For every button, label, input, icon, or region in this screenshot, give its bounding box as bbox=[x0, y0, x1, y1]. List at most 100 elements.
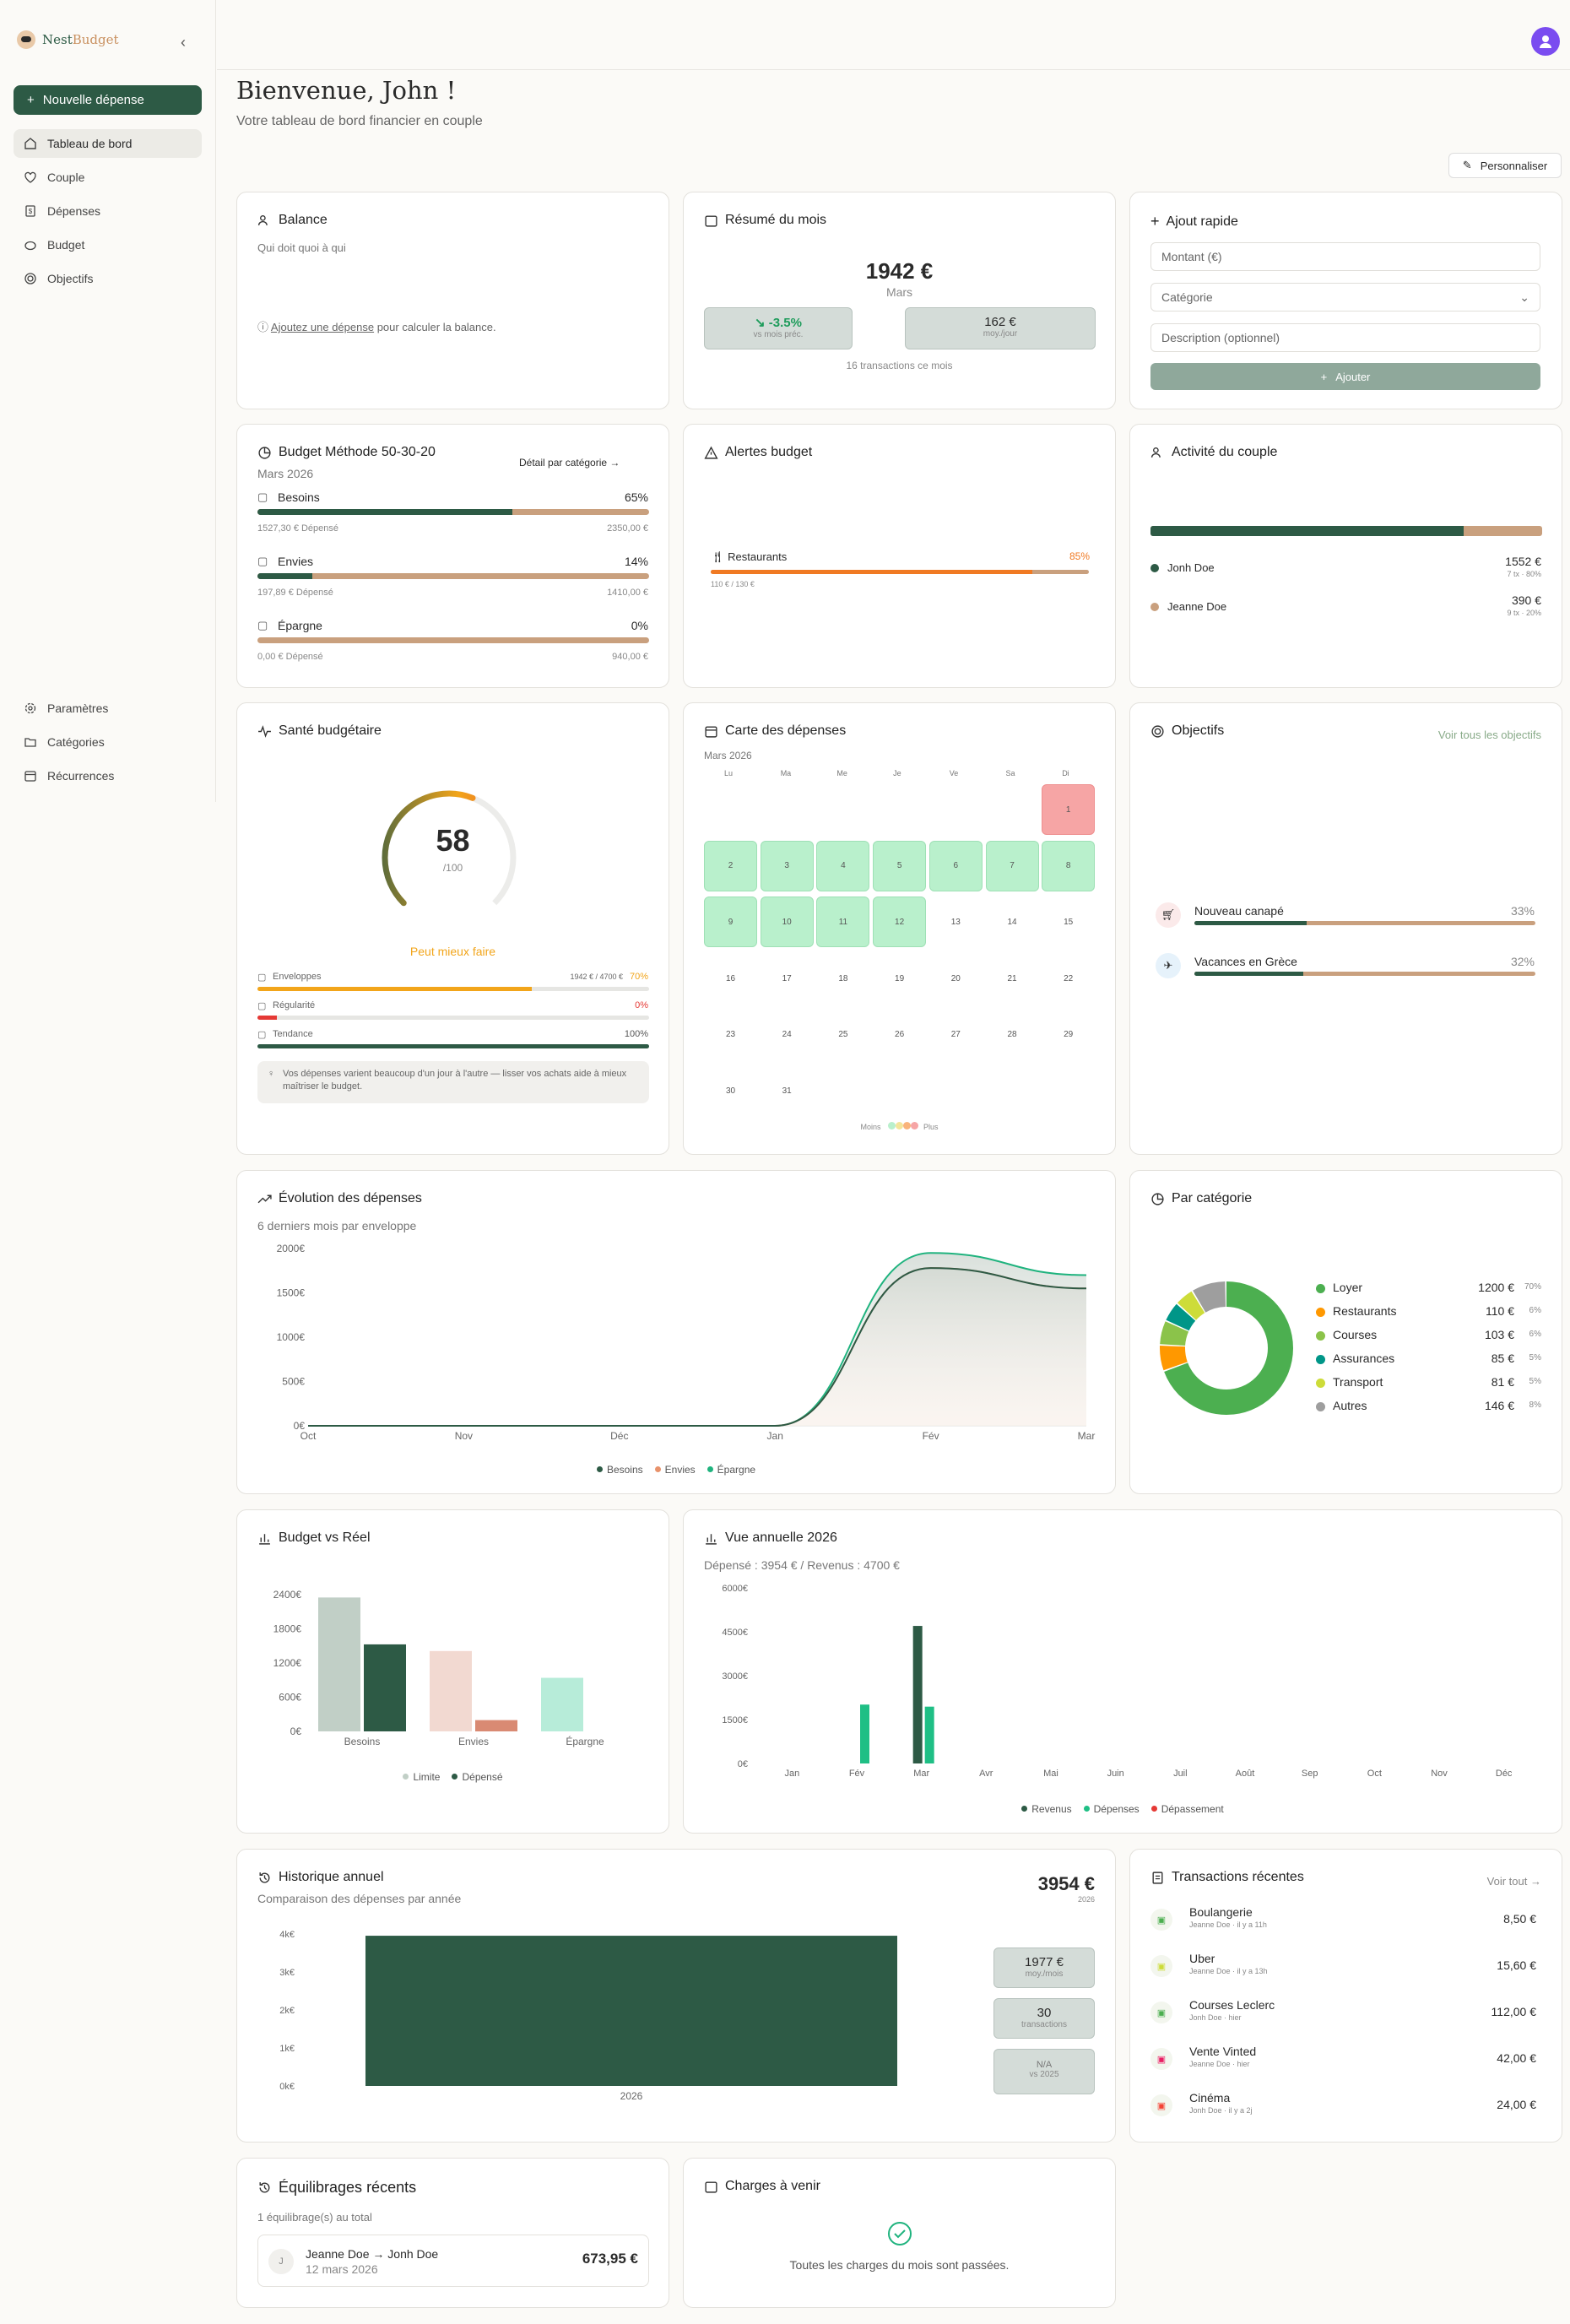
card-header: Alertes budget bbox=[704, 445, 812, 460]
calendar-repeat-icon bbox=[24, 769, 37, 783]
sidebar-item-label: Dépenses bbox=[47, 204, 101, 218]
card-subtitle: Dépensé : 3954 € / Revenus : 4700 € bbox=[704, 1558, 900, 1572]
y-tick-label: 500€ bbox=[282, 1376, 305, 1388]
heatmap-day[interactable]: 19 bbox=[895, 973, 905, 983]
customize-button[interactable]: ✎ Personnaliser bbox=[1448, 153, 1562, 178]
y-tick-label: 0k€ bbox=[279, 2082, 295, 2092]
see-all-transactions-link[interactable]: Voir tout → bbox=[1487, 1875, 1541, 1888]
transaction-name[interactable]: Uber bbox=[1189, 1952, 1215, 1965]
category-name: Loyer bbox=[1333, 1281, 1363, 1294]
heatmap-day[interactable]: 14 bbox=[1007, 917, 1017, 927]
heatmap-day[interactable]: 25 bbox=[838, 1030, 848, 1040]
heatmap-day[interactable]: 22 bbox=[1064, 973, 1074, 983]
bar-dépensé[interactable] bbox=[364, 1644, 406, 1731]
sidebar-item-dashboard[interactable]: Tableau de bord bbox=[14, 129, 202, 158]
x-tick-label: Envies bbox=[458, 1736, 489, 1747]
heatmap-day[interactable]: 2 bbox=[704, 840, 757, 891]
budget-row-spent: 1527,30 € Dépensé bbox=[257, 523, 339, 534]
transaction-name[interactable]: Boulangerie bbox=[1189, 1905, 1253, 1919]
heatmap-day[interactable]: 11 bbox=[816, 897, 870, 948]
health-row-progress bbox=[257, 1044, 649, 1048]
legend-swatch-1 bbox=[888, 1122, 896, 1129]
heatmap-day[interactable]: 23 bbox=[725, 1030, 736, 1040]
bar-revenus[interactable] bbox=[912, 1626, 923, 1763]
donut-slice[interactable] bbox=[1160, 1281, 1293, 1415]
transaction-name[interactable]: Cinéma bbox=[1189, 2091, 1231, 2105]
bar-dépenses[interactable] bbox=[860, 1704, 869, 1763]
heatmap-day[interactable]: 15 bbox=[1064, 917, 1074, 927]
lightbulb-icon: ♀ bbox=[268, 1069, 275, 1079]
bar-year[interactable] bbox=[365, 1936, 897, 2086]
add-button[interactable]: + Ajouter bbox=[1150, 363, 1540, 390]
heatmap-day[interactable]: 8 bbox=[1042, 840, 1096, 891]
heatmap-day[interactable]: 1 bbox=[1042, 784, 1096, 835]
category-select[interactable]: Catégorie ⌄ bbox=[1150, 283, 1540, 311]
heatmap-day[interactable]: 24 bbox=[782, 1030, 792, 1040]
sidebar-item-label: Paramètres bbox=[47, 702, 109, 715]
bar-limite[interactable] bbox=[430, 1650, 472, 1731]
legend-dot bbox=[1316, 1308, 1325, 1317]
spending-heatmap-card: Carte des dépenses Mars 2026 Moins Plus … bbox=[683, 702, 1116, 1155]
heatmap-day[interactable]: 10 bbox=[760, 897, 814, 948]
heatmap-day[interactable]: 18 bbox=[838, 973, 848, 983]
heatmap-day[interactable]: 6 bbox=[928, 840, 983, 891]
heatmap-day[interactable]: 27 bbox=[950, 1030, 961, 1040]
heatmap-day[interactable]: 5 bbox=[873, 840, 927, 891]
heatmap-day[interactable]: 17 bbox=[782, 973, 792, 983]
goal-name: Nouveau canapé bbox=[1194, 904, 1284, 918]
heatmap-day[interactable]: 16 bbox=[725, 973, 736, 983]
collapse-sidebar-button[interactable]: ‹ bbox=[181, 34, 186, 51]
card-title: Ajout rapide bbox=[1166, 214, 1238, 229]
category-donut bbox=[1160, 1281, 1293, 1415]
bar-dépenses[interactable] bbox=[924, 1706, 934, 1763]
bar-limite[interactable] bbox=[541, 1677, 583, 1731]
heatmap-day[interactable]: 12 bbox=[873, 897, 927, 948]
bar-chart-icon bbox=[259, 1533, 270, 1545]
heatmap-day[interactable]: 29 bbox=[1064, 1030, 1074, 1040]
card-title: Balance bbox=[279, 213, 328, 227]
transaction-name[interactable]: Vente Vinted bbox=[1189, 2045, 1257, 2058]
category-amount: 81 € bbox=[1491, 1375, 1514, 1389]
add-expense-link[interactable]: Ajoutez une dépense bbox=[270, 321, 375, 333]
budget-row-icon: ▢ bbox=[257, 490, 268, 503]
sidebar-item-categories[interactable]: Catégories bbox=[14, 728, 202, 756]
sidebar-item-goals[interactable]: Objectifs bbox=[14, 264, 202, 293]
heatmap-day[interactable]: 7 bbox=[985, 840, 1039, 891]
category-detail-link[interactable]: Détail par catégorie → bbox=[519, 457, 620, 469]
heatmap-day[interactable]: 9 bbox=[704, 897, 757, 948]
donut-slice[interactable] bbox=[1160, 1281, 1293, 1415]
heatmap-day[interactable]: 30 bbox=[725, 1086, 736, 1096]
user-avatar[interactable] bbox=[1531, 27, 1560, 56]
heatmap-day[interactable]: 20 bbox=[950, 973, 961, 983]
see-all-goals-link[interactable]: Voir tous les objectifs bbox=[1437, 729, 1541, 741]
sidebar-item-recurrences[interactable]: Récurrences bbox=[14, 761, 202, 790]
bar-dépensé[interactable] bbox=[475, 1720, 517, 1731]
budget-row-icon: ▢ bbox=[257, 555, 268, 567]
warning-icon bbox=[704, 446, 718, 459]
heatmap-day[interactable]: 28 bbox=[1007, 1030, 1017, 1040]
sidebar-item-settings[interactable]: Paramètres bbox=[14, 694, 202, 723]
heatmap-day[interactable]: 26 bbox=[895, 1030, 905, 1040]
description-input[interactable]: Description (optionnel) bbox=[1150, 323, 1540, 352]
app-logo[interactable]: NestBudget bbox=[17, 30, 119, 49]
sidebar-item-budget[interactable]: Budget bbox=[14, 230, 202, 259]
sidebar-item-couple[interactable]: Couple bbox=[14, 163, 202, 192]
transaction-name[interactable]: Courses Leclerc bbox=[1189, 1998, 1275, 2012]
heart-icon bbox=[24, 171, 37, 184]
alert-item-label: 🍴︎ Restaurants bbox=[711, 550, 787, 564]
y-tick-label: 3k€ bbox=[279, 1968, 295, 1978]
amount-input[interactable]: Montant (€) bbox=[1150, 242, 1540, 271]
heatmap-day[interactable]: 31 bbox=[782, 1086, 792, 1096]
sidebar-item-expenses[interactable]: $ Dépenses bbox=[14, 197, 202, 225]
heatmap-day[interactable]: 21 bbox=[1007, 973, 1017, 983]
heatmap-day[interactable]: 13 bbox=[950, 917, 961, 927]
new-expense-button[interactable]: + Nouvelle dépense bbox=[14, 85, 202, 115]
evolution-chart: 2000€ 1500€ 1000€ 500€ 0€Oct Nov Déc Jan Fév Mar bbox=[277, 1243, 1096, 1442]
balancing-item[interactable]: J Jeanne Doe → Jonh Doe 12 mars 2026 673… bbox=[257, 2235, 649, 2287]
weekday-label: Lu bbox=[724, 769, 734, 777]
heatmap-day[interactable]: 4 bbox=[816, 840, 870, 891]
y-tick-label: 1000€ bbox=[277, 1331, 306, 1343]
bar-limite[interactable] bbox=[318, 1597, 360, 1731]
heatmap-day[interactable]: 3 bbox=[760, 840, 814, 891]
transactions-count: 16 transactions ce mois bbox=[846, 360, 953, 371]
